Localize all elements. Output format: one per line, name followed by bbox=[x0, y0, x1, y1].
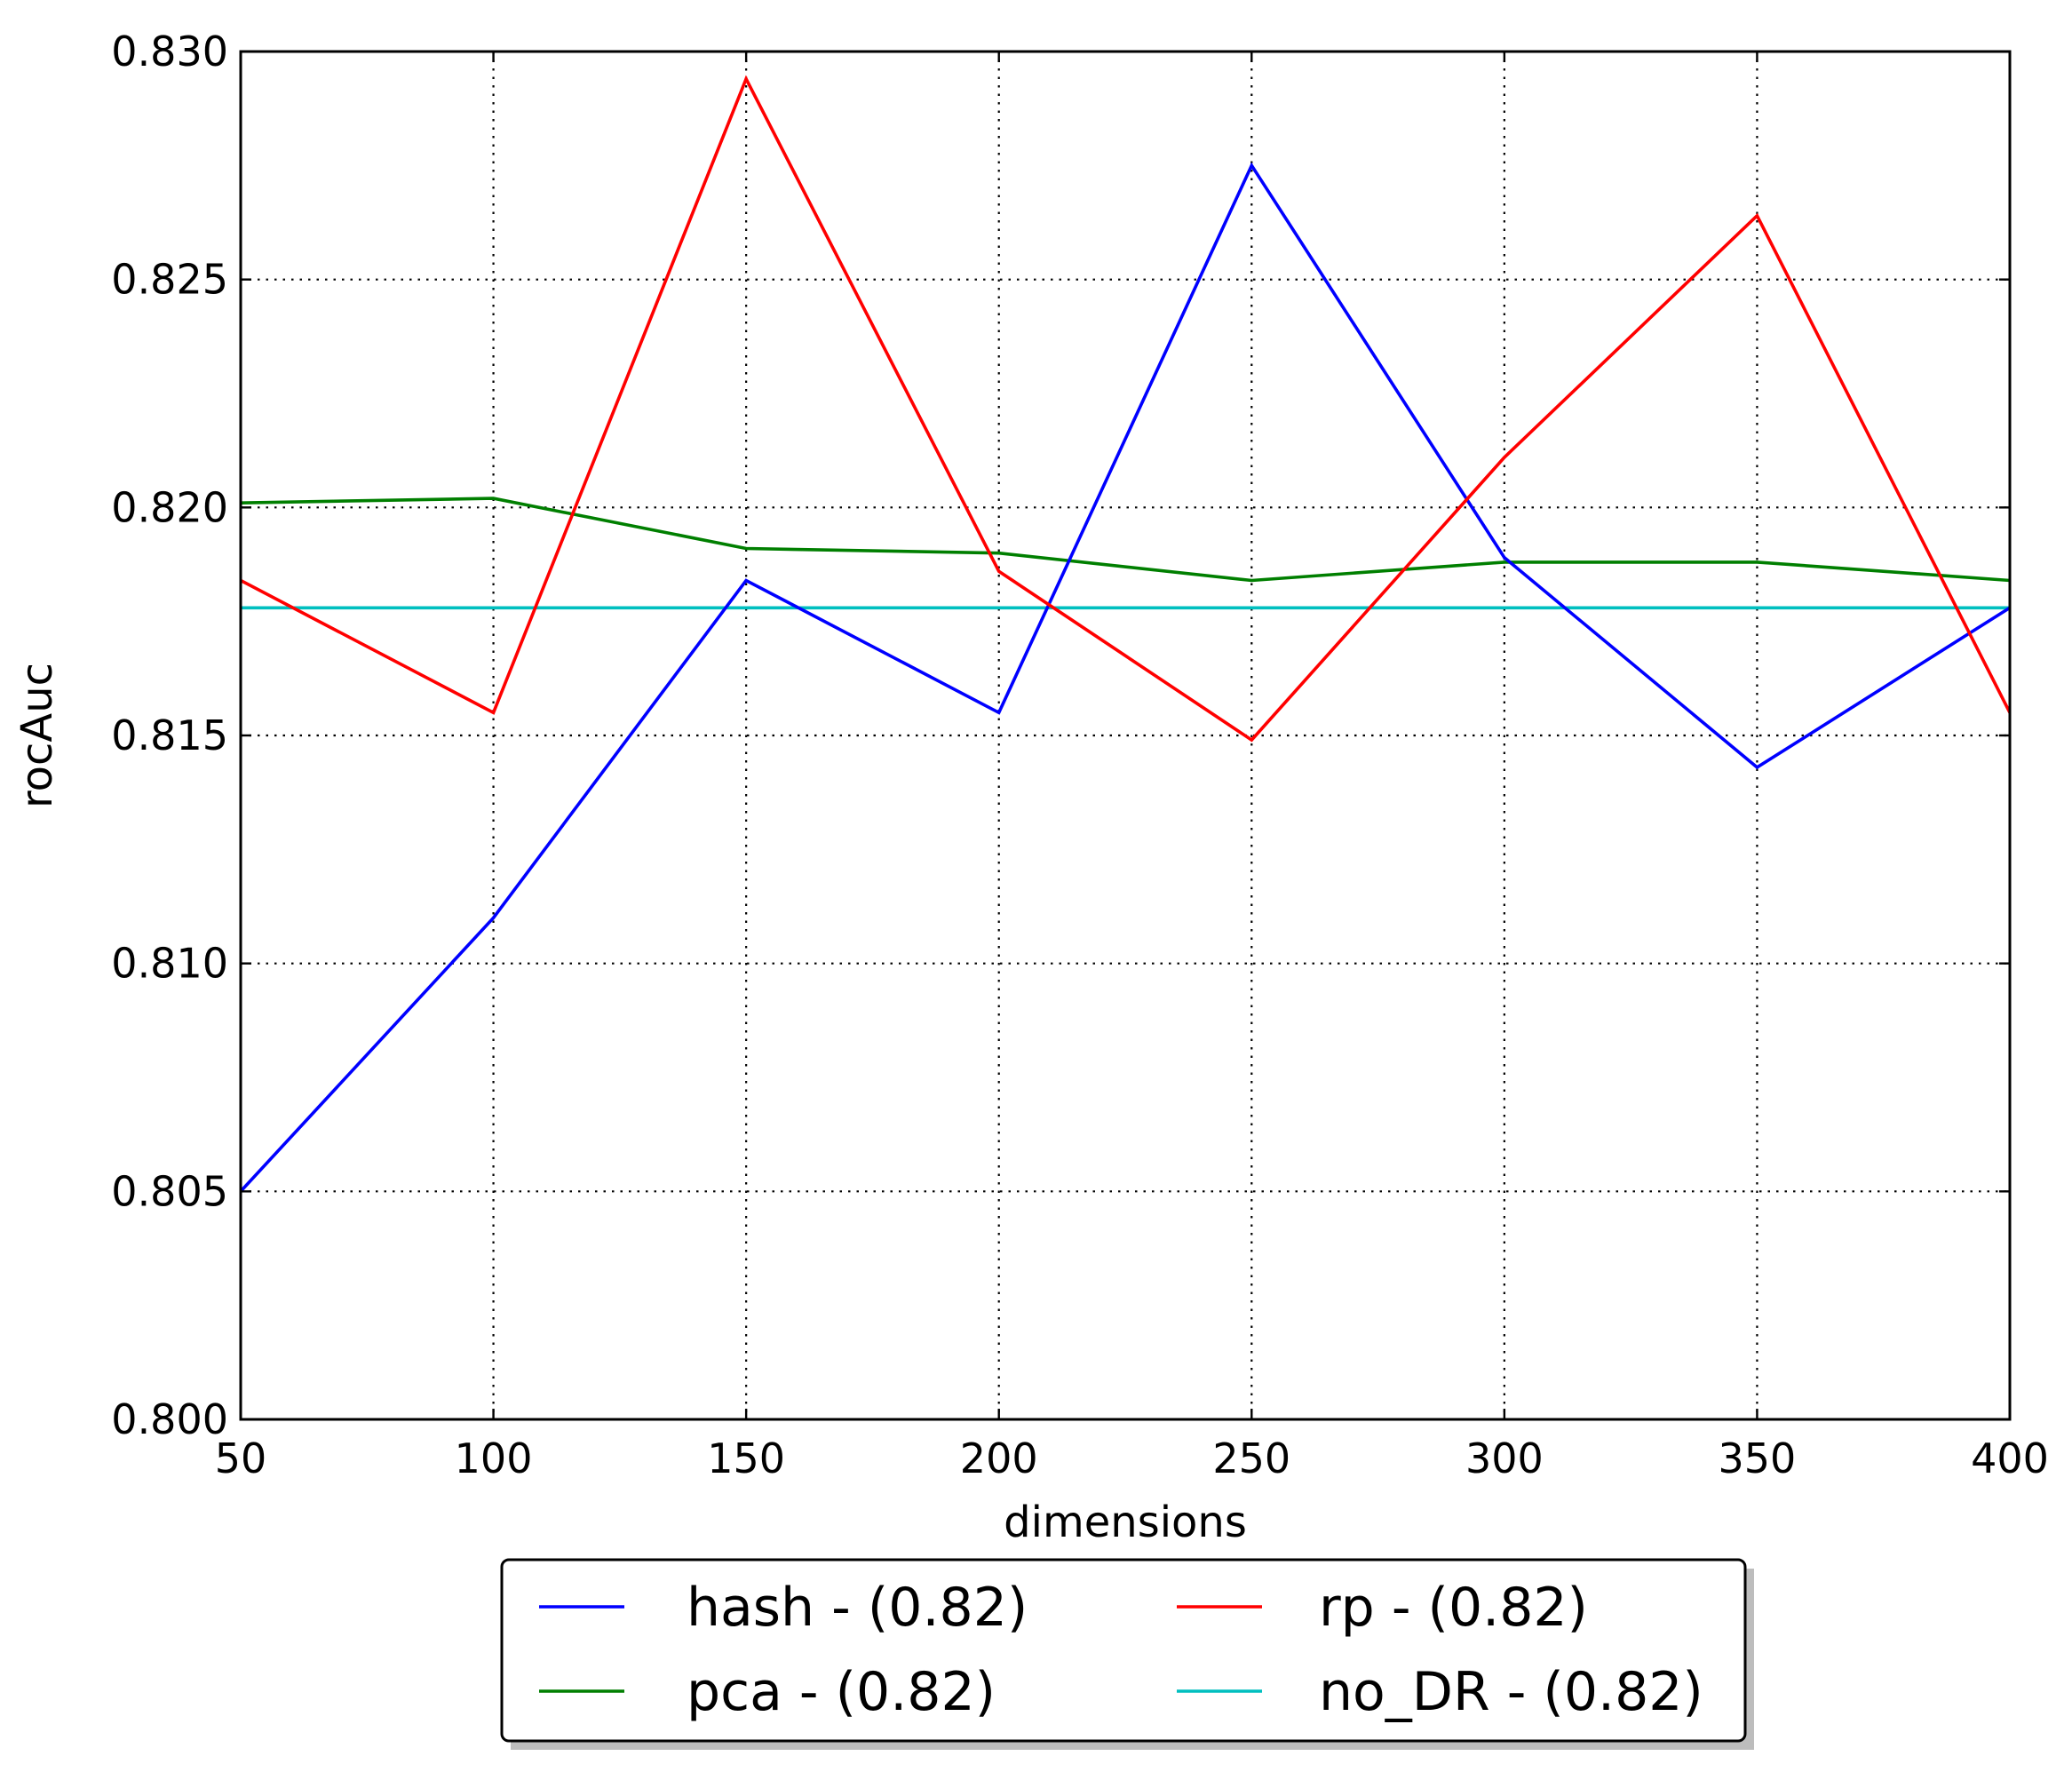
legend-items: hash - (0.82) rp - (0.82) pca - (0.82) no_D… bbox=[539, 1577, 1703, 1723]
x-tick-label: 400 bbox=[1971, 1434, 2049, 1482]
x-tick-label: 50 bbox=[215, 1434, 267, 1482]
y-tick-label: 0.830 bbox=[111, 28, 228, 75]
series-layer bbox=[241, 75, 2010, 1193]
legend-box bbox=[500, 1558, 1747, 1743]
y-tick-label: 0.800 bbox=[111, 1395, 228, 1443]
y-tick-label: 0.815 bbox=[111, 711, 228, 759]
series-line-1 bbox=[241, 75, 2010, 743]
legend-label: no_DR - (0.82) bbox=[1319, 1661, 1703, 1723]
x-tick-label: 150 bbox=[707, 1434, 785, 1482]
legend-label: pca - (0.82) bbox=[687, 1661, 996, 1723]
grid-layer bbox=[239, 50, 2012, 1421]
series-line-0 bbox=[241, 162, 2010, 1193]
x-tick-label: 350 bbox=[1719, 1434, 1797, 1482]
y-axis-label: rocAuc bbox=[12, 663, 62, 808]
legend: hash - (0.82) rp - (0.82) pca - (0.82) no_D… bbox=[500, 1558, 1754, 1750]
series-line-2 bbox=[241, 497, 2010, 583]
x-tick-label: 100 bbox=[455, 1434, 533, 1482]
x-tick-label: 300 bbox=[1465, 1434, 1544, 1482]
legend-label: hash - (0.82) bbox=[687, 1577, 1028, 1639]
y-tick-label: 0.805 bbox=[111, 1167, 228, 1215]
legend-label: rp - (0.82) bbox=[1319, 1577, 1588, 1639]
y-tick-label: 0.820 bbox=[111, 483, 228, 531]
y-tick-label: 0.810 bbox=[111, 940, 228, 988]
tick-layer: 50 100 150 200 250 300 350 400 0.800 0.805 0.810 0.… bbox=[111, 28, 2049, 1482]
y-tick-label: 0.825 bbox=[111, 256, 228, 304]
x-tick-label: 250 bbox=[1212, 1434, 1290, 1482]
x-axis-label: dimensions bbox=[1004, 1498, 1247, 1547]
x-tick-label: 200 bbox=[960, 1434, 1038, 1482]
